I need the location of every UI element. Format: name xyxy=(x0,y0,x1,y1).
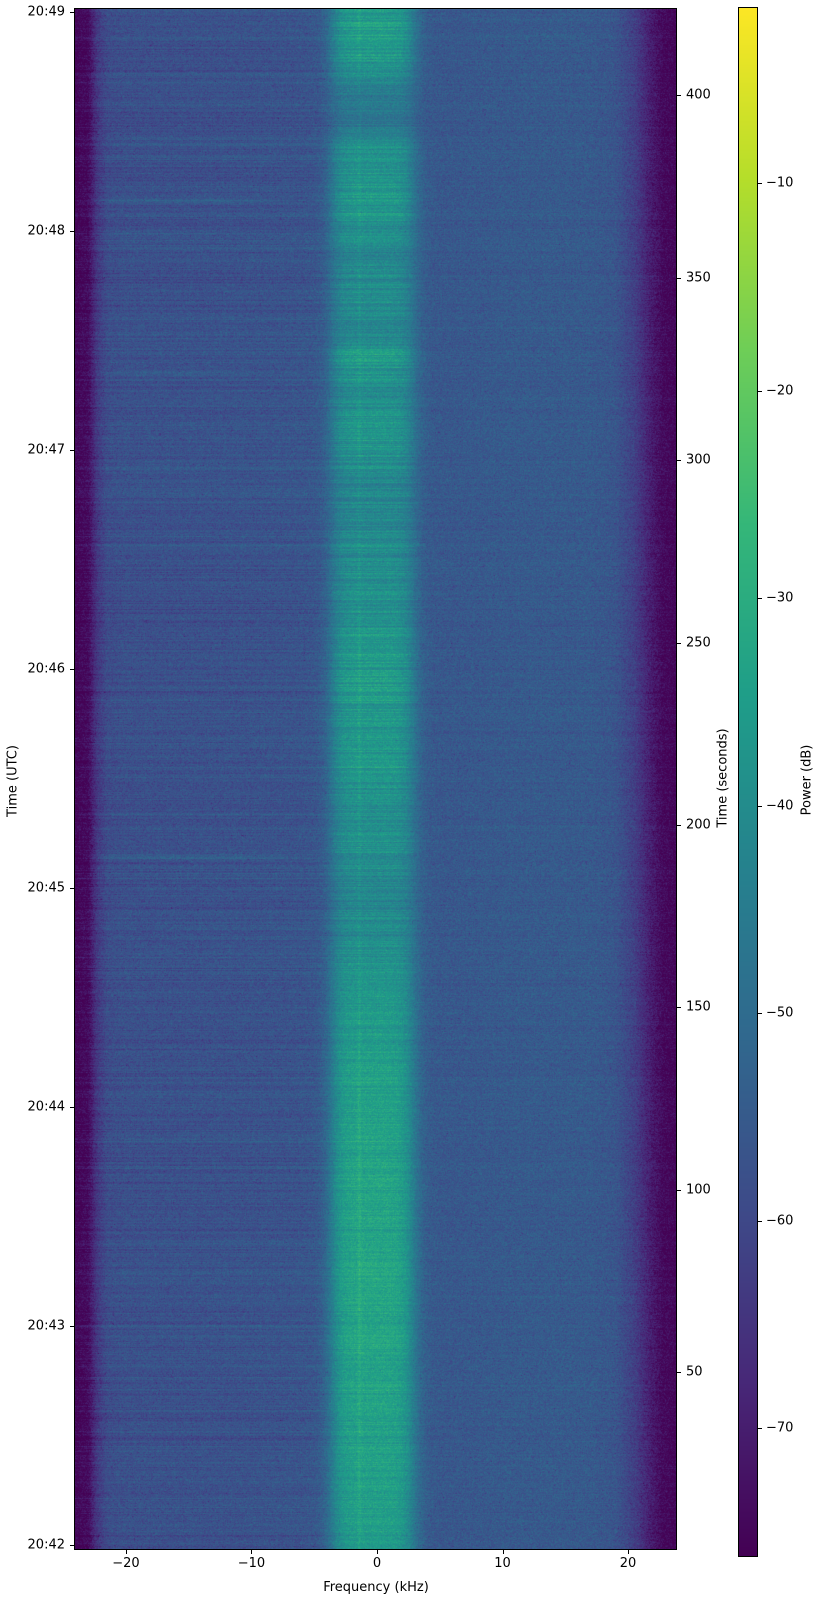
utc-tick-mark xyxy=(70,12,74,13)
seconds-tick-mark xyxy=(677,95,681,97)
colorbar-tick-label: −20 xyxy=(766,383,794,399)
seconds-tick-label: 50 xyxy=(686,1364,703,1380)
x-tick-mark xyxy=(628,1550,630,1554)
x-tick-label: −20 xyxy=(112,1556,140,1571)
spectrogram-heatmap xyxy=(74,8,677,1550)
colorbar-tick-label: −40 xyxy=(766,798,794,814)
utc-tick-mark xyxy=(70,1545,74,1546)
utc-tick-mark xyxy=(70,450,74,451)
utc-tick-mark xyxy=(70,669,74,670)
y-axis-label-seconds: Time (seconds) xyxy=(715,728,731,828)
x-tick-label: 10 xyxy=(494,1556,511,1571)
x-tick-mark xyxy=(251,1550,253,1554)
seconds-tick-label: 250 xyxy=(686,635,711,650)
utc-tick-mark xyxy=(70,888,74,889)
utc-tick-mark xyxy=(70,1107,74,1108)
seconds-tick-mark xyxy=(677,277,681,279)
x-tick-label: 0 xyxy=(372,1556,382,1571)
seconds-tick-mark xyxy=(677,1372,681,1374)
colorbar-tick-mark xyxy=(758,1220,762,1222)
utc-tick-label: 20:49 xyxy=(27,4,65,20)
seconds-tick-mark xyxy=(677,824,681,826)
utc-tick-mark xyxy=(70,231,74,232)
seconds-tick-mark xyxy=(677,1189,681,1191)
x-tick-mark xyxy=(377,1550,378,1554)
colorbar-label: Power (dB) xyxy=(799,744,815,816)
colorbar-tick-mark xyxy=(758,598,762,600)
colorbar-tick-mark xyxy=(758,1428,762,1430)
utc-tick-label: 20:44 xyxy=(27,1099,65,1115)
seconds-tick-label: 150 xyxy=(686,999,711,1015)
utc-tick-label: 20:46 xyxy=(27,661,65,677)
seconds-tick-mark xyxy=(677,1007,681,1009)
colorbar-gradient xyxy=(738,7,758,1557)
colorbar-tick-label: −60 xyxy=(766,1213,794,1229)
x-tick-label: 20 xyxy=(619,1556,637,1571)
x-axis-label: Frequency (kHz) xyxy=(323,1580,429,1595)
colorbar-tick-label: −50 xyxy=(766,1005,794,1021)
x-tick-mark xyxy=(502,1550,504,1554)
colorbar-tick-label: −10 xyxy=(766,175,794,191)
utc-tick-label: 20:45 xyxy=(27,880,65,896)
seconds-tick-mark xyxy=(677,460,681,462)
colorbar-tick-label: −70 xyxy=(766,1420,794,1436)
colorbar-tick-mark xyxy=(758,1013,762,1015)
y-axis-label-utc: Time (UTC) xyxy=(5,745,21,817)
seconds-tick-mark xyxy=(677,642,681,644)
utc-tick-label: 20:42 xyxy=(27,1537,65,1553)
utc-tick-mark xyxy=(70,1326,74,1327)
seconds-tick-label: 100 xyxy=(686,1182,711,1198)
x-tick-label: −10 xyxy=(237,1556,266,1571)
x-tick-mark xyxy=(125,1550,127,1554)
utc-tick-label: 20:47 xyxy=(27,442,65,458)
seconds-tick-label: 350 xyxy=(686,270,711,286)
utc-tick-label: 20:48 xyxy=(27,223,65,239)
seconds-tick-label: 300 xyxy=(686,452,711,468)
colorbar-tick-mark xyxy=(758,805,762,807)
utc-tick-label: 20:43 xyxy=(27,1318,65,1334)
colorbar-tick-mark xyxy=(758,390,762,392)
colorbar-tick-label: −30 xyxy=(766,590,794,606)
seconds-tick-label: 400 xyxy=(686,87,711,103)
seconds-tick-label: 200 xyxy=(686,817,711,833)
colorbar-tick-mark xyxy=(758,183,762,185)
